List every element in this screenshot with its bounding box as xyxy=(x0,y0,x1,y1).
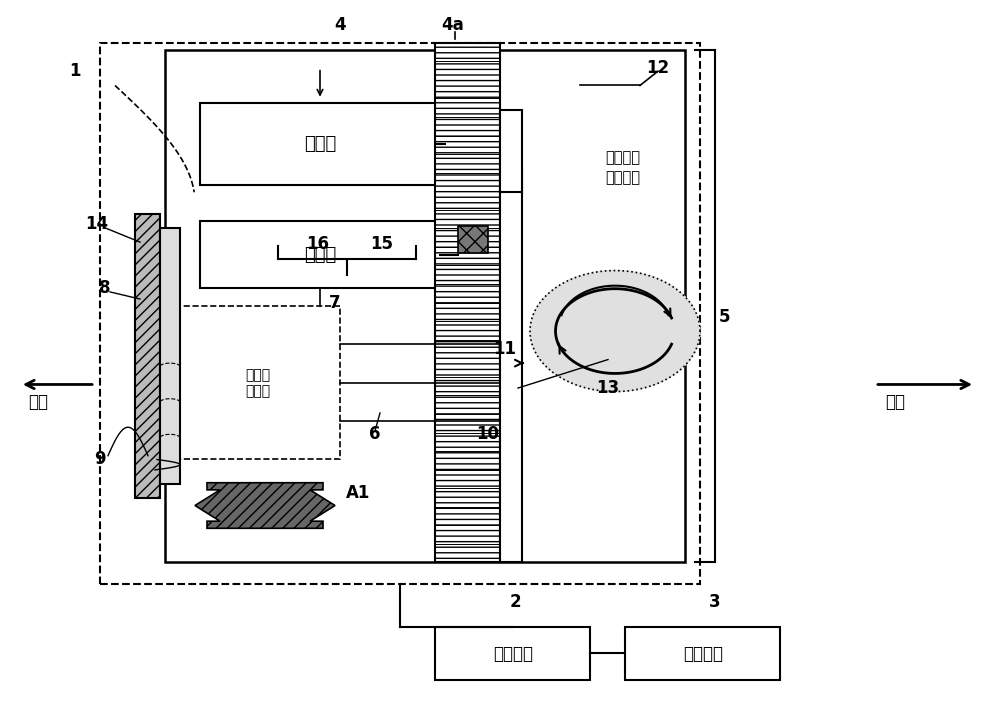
Bar xyxy=(625,627,780,680)
Text: 外侧: 外侧 xyxy=(28,393,48,412)
Polygon shape xyxy=(195,483,335,528)
Text: 螺线管: 螺线管 xyxy=(304,246,336,264)
Text: 12: 12 xyxy=(646,58,670,77)
Text: 4a: 4a xyxy=(442,16,464,34)
Bar xyxy=(435,627,590,680)
Text: 11: 11 xyxy=(494,340,516,358)
Bar xyxy=(135,214,160,498)
Text: 控制装置: 控制装置 xyxy=(493,644,533,663)
Text: 10: 10 xyxy=(477,425,500,444)
Bar xyxy=(200,103,440,185)
Text: 直线运
动机构: 直线运 动机构 xyxy=(245,368,271,398)
Text: 1: 1 xyxy=(69,62,81,80)
Text: 9: 9 xyxy=(94,450,106,468)
Text: 16: 16 xyxy=(306,234,330,253)
Text: 14: 14 xyxy=(85,215,109,234)
Bar xyxy=(435,43,500,562)
Text: 5: 5 xyxy=(719,308,731,326)
Text: 可在两个
方向旋转: 可在两个 方向旋转 xyxy=(605,150,640,184)
Text: 8: 8 xyxy=(99,279,111,298)
Bar xyxy=(160,228,180,484)
Text: 内侧: 内侧 xyxy=(885,393,905,412)
Text: 13: 13 xyxy=(596,379,620,397)
Bar xyxy=(500,110,522,192)
Bar xyxy=(458,226,488,253)
Bar xyxy=(500,171,522,562)
Bar xyxy=(165,50,685,562)
Text: 6: 6 xyxy=(369,425,381,444)
Text: 电源装置: 电源装置 xyxy=(683,644,723,663)
Text: A1: A1 xyxy=(346,483,370,502)
Text: 4: 4 xyxy=(334,16,346,34)
Bar xyxy=(100,43,700,584)
Bar xyxy=(175,306,340,459)
Text: 电动机: 电动机 xyxy=(304,135,336,153)
Text: 7: 7 xyxy=(329,293,341,312)
Bar xyxy=(200,221,440,288)
Circle shape xyxy=(530,271,700,392)
Text: 3: 3 xyxy=(709,592,721,611)
Text: 2: 2 xyxy=(509,592,521,611)
Text: 15: 15 xyxy=(370,234,394,253)
